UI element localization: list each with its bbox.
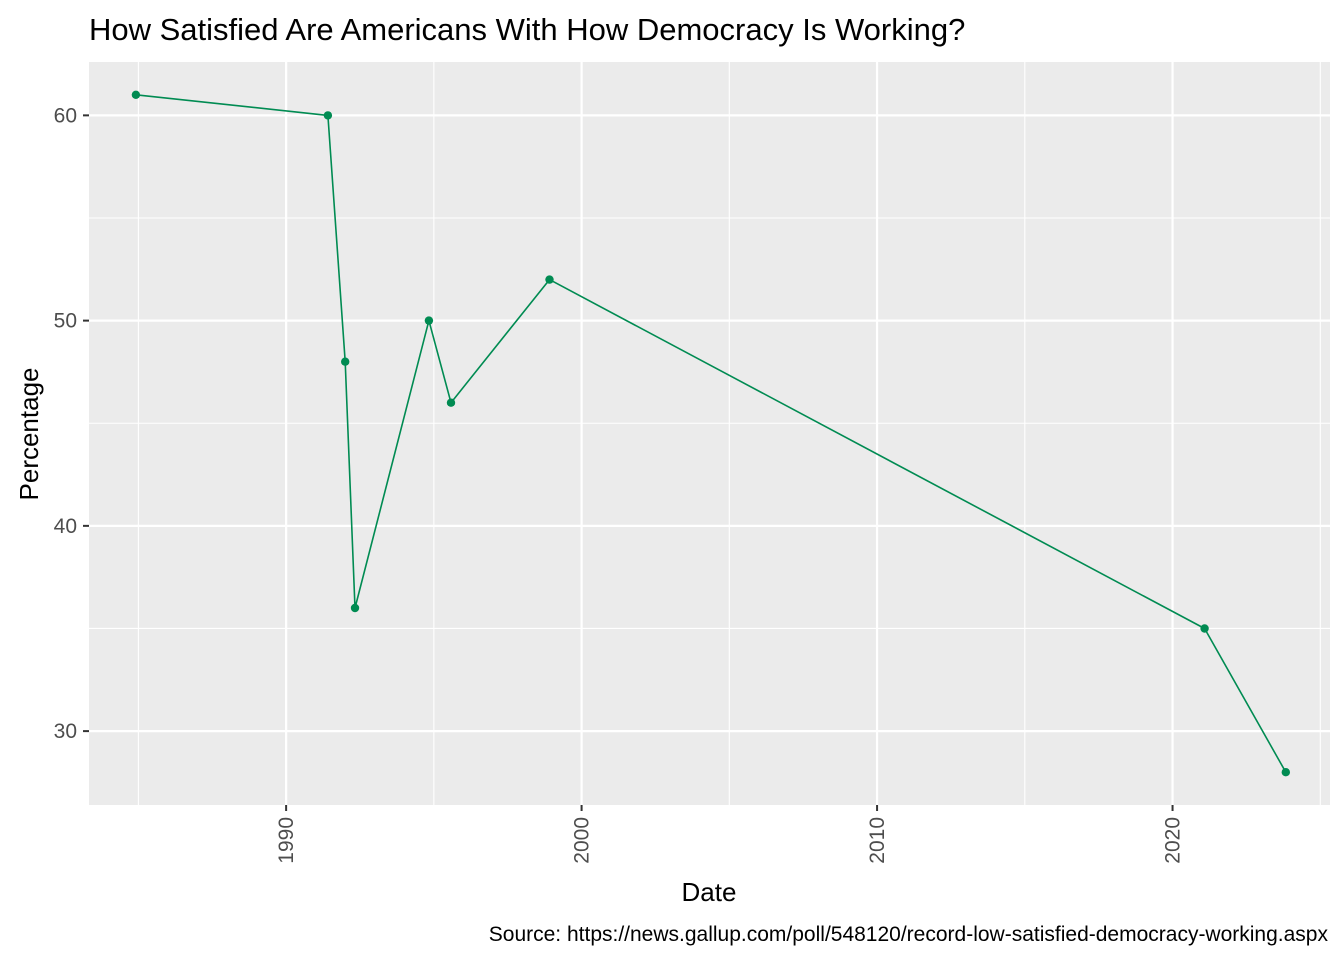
chart-title: How Satisfied Are Americans With How Dem… xyxy=(89,12,965,47)
data-point xyxy=(545,275,554,284)
data-point xyxy=(323,111,333,120)
data-point xyxy=(350,603,360,613)
x-axis-title: Date xyxy=(682,877,737,907)
minor-gridlines xyxy=(89,62,1330,805)
y-tick-label: 60 xyxy=(54,104,77,127)
data-point xyxy=(131,90,141,100)
y-tick-label: 30 xyxy=(54,720,77,743)
x-axis: 1990 2000 2010 2020 xyxy=(275,805,1185,864)
y-tick-label: 40 xyxy=(54,515,77,538)
series-layer xyxy=(131,90,1291,777)
y-axis-title: Percentage xyxy=(14,368,44,501)
y-tick-label: 50 xyxy=(54,310,77,333)
x-tick-label: 2010 xyxy=(866,817,889,864)
x-tick-label: 2000 xyxy=(571,817,594,864)
source-caption: Source: https://news.gallup.com/poll/548… xyxy=(489,923,1329,946)
major-gridlines xyxy=(89,62,1330,805)
data-point xyxy=(446,398,456,407)
data-point xyxy=(341,357,350,366)
y-axis: 30 40 50 60 xyxy=(54,104,89,743)
x-tick-label: 2020 xyxy=(1162,817,1185,864)
data-point xyxy=(1281,768,1291,777)
data-point xyxy=(1200,624,1209,633)
data-point xyxy=(424,316,434,325)
plot-panel xyxy=(89,62,1330,805)
x-tick-label: 1990 xyxy=(275,817,298,864)
